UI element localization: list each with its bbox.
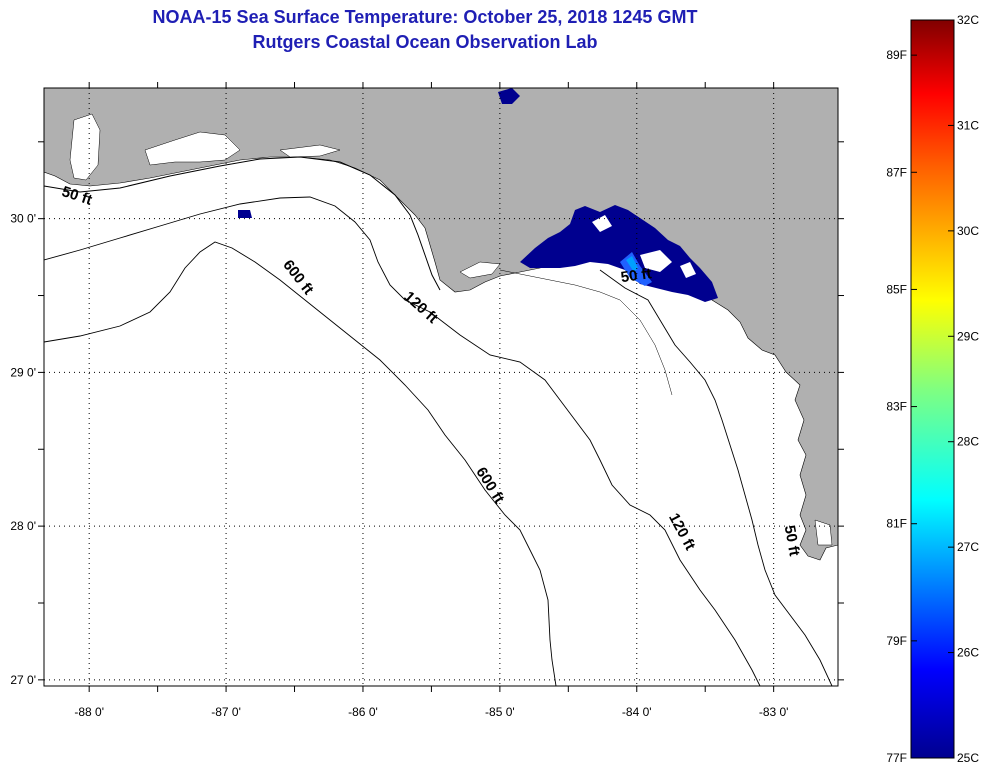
colorbar-label-f: 85F	[886, 282, 907, 296]
lat-tick-label: 27 0'	[10, 673, 36, 687]
map-subtitle: Rutgers Coastal Ocean Observation Lab	[252, 32, 598, 52]
map-frame	[43, 87, 839, 687]
colorbar-label-f: 89F	[886, 48, 907, 62]
colorbar-label-c: 29C	[957, 329, 979, 343]
contour-label: 50 ft	[620, 265, 653, 286]
colorbar-gradient	[910, 19, 955, 759]
bay-shape	[279, 144, 341, 158]
contour-50ft-west	[44, 156, 441, 291]
contour-120ft	[44, 196, 761, 686]
colorbar-label-c: 27C	[957, 540, 979, 554]
lon-tick-label: -83 0'	[759, 705, 789, 719]
colorbar-label-c: 25C	[957, 751, 979, 765]
axis-ticks: -88 0' -87 0' -86 0' -85 0' -84 0' -83 0' 30 0…	[10, 82, 844, 719]
colorbar-label-f: 77F	[886, 751, 907, 765]
lon-tick-label: -84 0'	[622, 705, 652, 719]
lon-tick-label: -87 0'	[211, 705, 241, 719]
contour-coastal	[499, 269, 673, 396]
colorbar-label-f: 81F	[886, 517, 907, 531]
lon-tick-label: -88 0'	[74, 705, 104, 719]
contour-50ft-east	[599, 269, 833, 686]
lat-tick-label: 28 0'	[10, 519, 36, 533]
sst-data-patches	[238, 88, 718, 302]
bay-shape	[459, 261, 501, 279]
colorbar-label-c: 28C	[957, 435, 979, 449]
lat-tick-label: 29 0'	[10, 365, 36, 379]
map-title: NOAA-15 Sea Surface Temperature: October…	[152, 7, 698, 27]
bay-shape	[144, 131, 241, 166]
colorbar-label-c: 30C	[957, 224, 979, 238]
colorbar-label-c: 26C	[957, 646, 979, 660]
colorbar: 32C 31C 30C 29C 28C 27C 26C 25C 89F 87F 85F 83F 81F 7…	[886, 13, 979, 765]
contour-label: 50 ft	[781, 524, 803, 557]
contour-600ft	[44, 241, 557, 686]
colorbar-label-f: 79F	[886, 634, 907, 648]
lon-tick-label: -85 0'	[485, 705, 515, 719]
colorbar-label-c: 31C	[957, 118, 979, 132]
lon-tick-label: -86 0'	[348, 705, 378, 719]
bay-shape	[69, 113, 101, 181]
colorbar-label-f: 83F	[886, 400, 907, 414]
colorbar-label-c: 32C	[957, 13, 979, 27]
colorbar-label-f: 87F	[886, 165, 907, 179]
lat-tick-label: 30 0'	[10, 212, 36, 226]
